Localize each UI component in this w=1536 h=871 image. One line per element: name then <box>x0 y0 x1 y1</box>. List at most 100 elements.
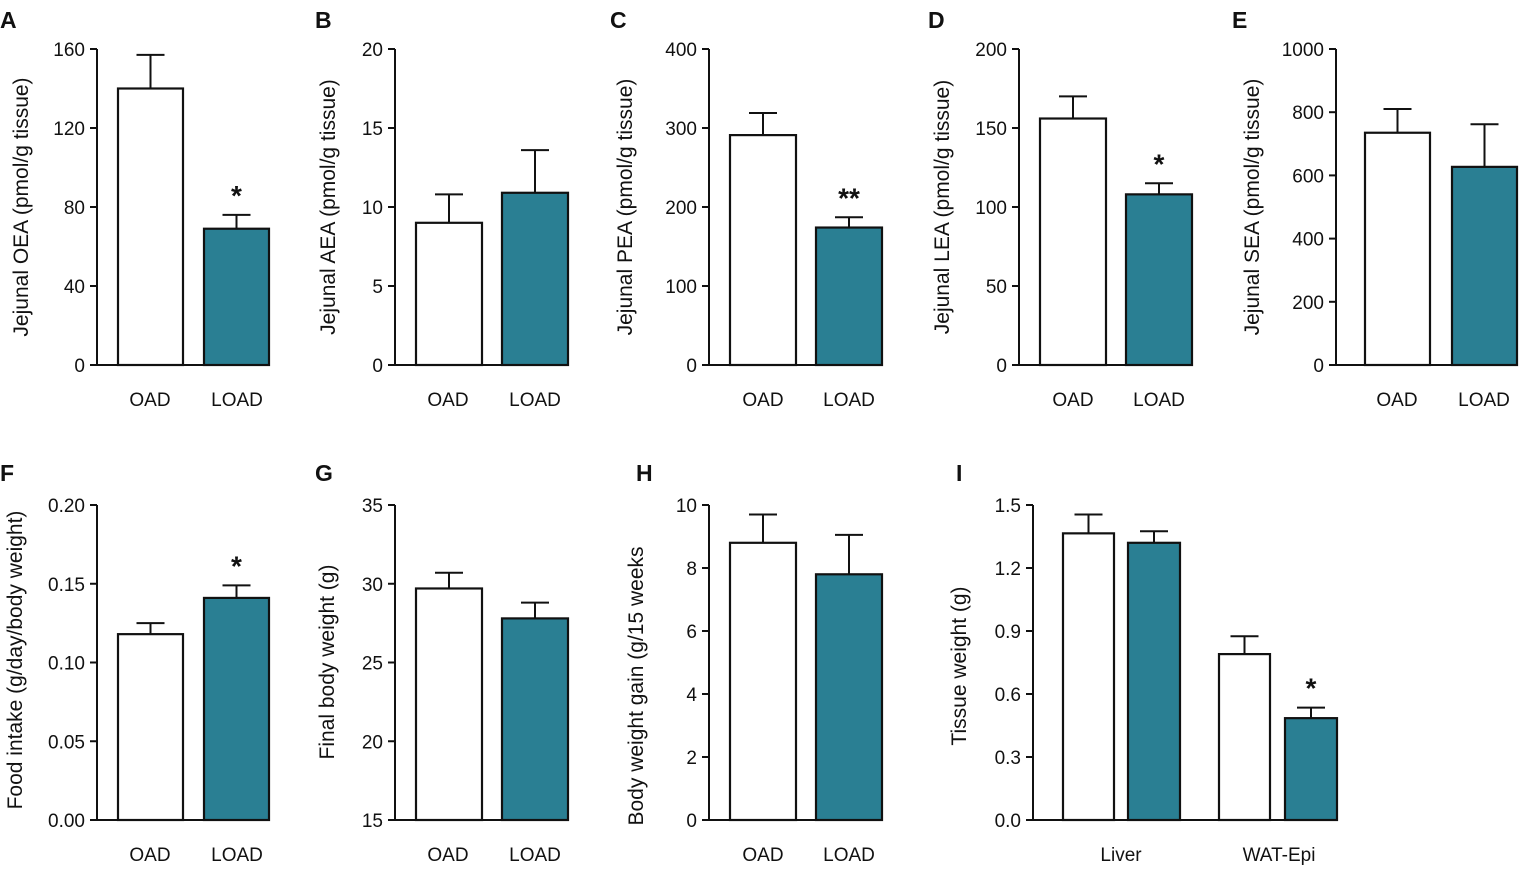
bar-oad-liver <box>1061 532 1116 822</box>
significance-marker: * <box>1306 673 1317 704</box>
y-tick-label: 50 <box>986 277 1007 298</box>
error-bar <box>222 584 251 598</box>
x-tick-label: OAD <box>742 390 783 411</box>
y-tick-label: 400 <box>665 40 697 61</box>
bar-load <box>814 226 884 367</box>
y-tick-label: 100 <box>975 198 1007 219</box>
y-tick-label: 1.5 <box>995 496 1021 517</box>
panel-b: B Jejunal AEA (pmol/g tissue) 0 5 10 15 20 OAD L… <box>315 7 570 411</box>
y-tick-label: 15 <box>362 811 383 832</box>
panel-letter: F <box>0 460 14 486</box>
y-tick-label: 300 <box>665 119 697 140</box>
panel-g: G Final body weight (g) 15 20 25 30 35 OAD LOAD <box>315 460 570 866</box>
error-bar <box>435 571 463 589</box>
y-tick-label: 8 <box>686 559 697 580</box>
y-tick-label: 0.20 <box>48 496 85 517</box>
y-axis-label: Jejunal AEA (pmol/g tissue) <box>317 79 340 335</box>
y-tick-label: 0.05 <box>48 732 85 753</box>
y-tick-label: 0 <box>996 356 1007 377</box>
bar-load <box>1450 165 1519 367</box>
error-bar <box>1074 513 1103 534</box>
error-bar <box>136 622 165 635</box>
y-tick-label: 200 <box>665 198 697 219</box>
panel-letter: C <box>610 7 627 33</box>
y-tick-label: 600 <box>1292 166 1324 187</box>
y-tick-label: 2 <box>686 748 697 769</box>
y-tick-label: 0.10 <box>48 654 85 675</box>
x-tick-label: LOAD <box>1458 390 1510 411</box>
bar-oad <box>116 633 185 822</box>
bar-oad <box>116 87 185 367</box>
x-tick-label: LOAD <box>211 845 263 866</box>
y-tick-label: 100 <box>665 277 697 298</box>
panel-letter: G <box>315 460 333 486</box>
significance-marker: * <box>231 550 242 581</box>
error-bar <box>1059 95 1087 119</box>
bar-oad <box>1363 131 1432 367</box>
panel-letter: H <box>636 460 653 486</box>
y-tick-label: 5 <box>372 277 383 298</box>
y-tick-label: 0.9 <box>995 622 1021 643</box>
y-tick-label: 120 <box>53 119 85 140</box>
y-tick-label: 0.3 <box>995 748 1021 769</box>
y-axis-label: Tissue weight (g) <box>948 586 971 745</box>
y-axis-label: Body weight gain (g/15 weeks <box>625 547 648 826</box>
bar-load <box>500 617 570 822</box>
x-tick-label: LOAD <box>1133 390 1185 411</box>
bar-oad <box>728 541 798 822</box>
bar-oad <box>728 134 798 367</box>
x-tick-label: Liver <box>1100 845 1142 866</box>
y-tick-label: 80 <box>64 198 85 219</box>
y-tick-label: 20 <box>362 40 383 61</box>
y-tick-label: 800 <box>1292 103 1324 124</box>
error-bar <box>749 111 777 136</box>
y-tick-label: 10 <box>676 496 697 517</box>
y-tick-label: 400 <box>1292 230 1324 251</box>
y-tick-label: 30 <box>362 575 383 596</box>
y-axis-label: Final body weight (g) <box>316 565 339 760</box>
y-tick-label: 25 <box>362 654 383 675</box>
x-tick-label: OAD <box>129 845 170 866</box>
x-tick-label: LOAD <box>823 390 875 411</box>
bar-oad <box>414 587 484 822</box>
y-tick-label: 0 <box>686 356 697 377</box>
panel-letter: D <box>928 7 945 33</box>
panel-d: D Jejunal LEA (pmol/g tissue) 0 50 100 150 200… <box>928 7 1194 411</box>
x-tick-label: OAD <box>1376 390 1417 411</box>
error-bar <box>521 601 549 619</box>
error-bar <box>1470 123 1499 167</box>
error-bar <box>136 53 165 89</box>
y-tick-label: 200 <box>975 40 1007 61</box>
panel-c: C Jejunal PEA (pmol/g tissue) 0 100 200 300 40… <box>610 7 884 411</box>
panel-letter: B <box>315 7 332 33</box>
y-tick-label: 1.2 <box>995 559 1021 580</box>
x-tick-label: LOAD <box>509 390 561 411</box>
bar-oad <box>1038 117 1108 367</box>
y-tick-label: 0.0 <box>995 811 1021 832</box>
y-tick-label: 160 <box>53 40 85 61</box>
y-tick-label: 0 <box>372 356 383 377</box>
error-bar <box>1140 530 1168 543</box>
error-bar <box>1297 706 1325 719</box>
y-tick-label: 20 <box>362 732 383 753</box>
y-tick-label: 6 <box>686 622 697 643</box>
y-tick-label: 4 <box>686 685 697 706</box>
panel-i: I Tissue weight (g) 0.0 0.3 0.6 0.9 1.2 1.5 * Liv… <box>948 460 1339 866</box>
panel-e: E Jejunal SEA (pmol/g tissue) 0 200 400 600 80… <box>1232 7 1519 411</box>
x-tick-label: LOAD <box>211 390 263 411</box>
y-tick-label: 0 <box>686 811 697 832</box>
bar-load <box>202 227 271 367</box>
y-tick-label: 1000 <box>1282 40 1324 61</box>
bar-load <box>500 191 570 367</box>
y-tick-label: 0 <box>74 356 85 377</box>
error-bar <box>435 193 463 223</box>
y-tick-label: 15 <box>362 119 383 140</box>
y-tick-label: 35 <box>362 496 383 517</box>
y-axis-label: Jejunal SEA (pmol/g tissue) <box>1241 79 1264 336</box>
significance-marker: ** <box>838 182 860 213</box>
panel-letter: A <box>0 7 17 33</box>
panel-letter: I <box>956 460 962 486</box>
error-bar <box>1145 182 1173 195</box>
bar-load <box>814 573 884 822</box>
